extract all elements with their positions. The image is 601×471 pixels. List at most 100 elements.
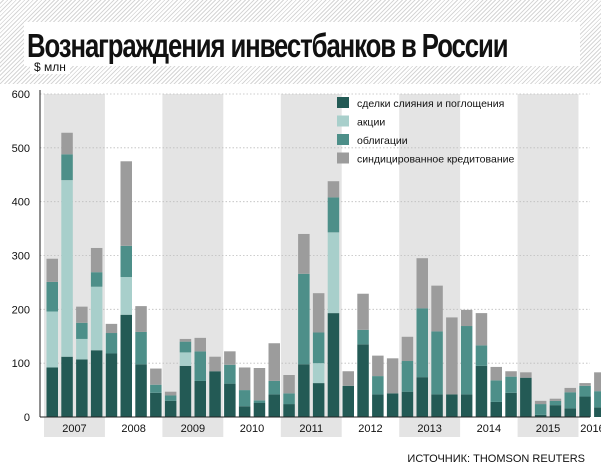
bar-loans-4: [105, 323, 118, 334]
x-tick-label-2007: 2007: [62, 423, 86, 435]
bar-bonds-13: [238, 390, 251, 407]
bar-bonds-15: [268, 380, 280, 395]
bar-equity-9: [179, 352, 192, 366]
bar-ma-3: [90, 350, 103, 417]
bar-ma-19: [327, 313, 340, 417]
bar-bonds-9: [179, 341, 192, 353]
bar-loans-1: [61, 132, 73, 155]
y-unit-label: $ млн: [30, 60, 70, 74]
bar-equity-3: [90, 286, 103, 351]
bar-bonds-30: [490, 380, 502, 402]
chart-title: Вознаграждения инвестбанков в России: [27, 27, 509, 64]
bar-bonds-0: [46, 281, 58, 312]
bar-loans-10: [194, 337, 206, 352]
bar-bonds-29: [475, 345, 488, 366]
bar-loans-31: [505, 371, 517, 377]
bar-bonds-22: [372, 376, 384, 395]
bar-bonds-28: [460, 326, 473, 395]
bar-bonds-26: [431, 331, 443, 395]
bar-loans-12: [224, 351, 236, 365]
bar-loans-24: [401, 336, 414, 362]
bar-bonds-7: [150, 384, 162, 393]
bar-equity-1: [61, 180, 73, 357]
bar-bonds-1: [61, 154, 73, 181]
bar-ma-24: [401, 391, 414, 417]
bar-loans-15: [268, 343, 280, 381]
bar-bonds-21: [357, 329, 369, 345]
bar-loans-18: [312, 293, 325, 333]
bar-bonds-35: [564, 392, 576, 409]
bar-loans-14: [253, 368, 266, 401]
bar-loans-11: [209, 356, 221, 372]
x-tick-label-2008: 2008: [121, 423, 145, 435]
bar-bonds-6: [135, 331, 147, 365]
bar-ma-14: [253, 403, 266, 417]
bar-loans-6: [135, 306, 147, 332]
bar-ma-36: [579, 396, 591, 417]
bar-bonds-3: [90, 272, 103, 287]
bar-ma-5: [120, 314, 132, 417]
source-note: ИСТОЧНИК: THOMSON REUTERS: [407, 453, 585, 465]
bar-bonds-10: [194, 351, 206, 381]
bar-loans-17: [298, 233, 310, 274]
legend-swatch-equity: [337, 115, 349, 127]
y-tick-label-0: 0: [24, 412, 30, 424]
bar-ma-27: [446, 394, 458, 417]
bar-ma-13: [238, 406, 251, 417]
x-tick-label-2016: 2016: [580, 423, 601, 435]
x-tick-label-2011: 2011: [299, 423, 323, 435]
bar-ma-30: [490, 401, 502, 417]
bar-bonds-34: [549, 400, 562, 406]
bar-loans-29: [475, 313, 488, 346]
bars: [46, 132, 601, 417]
bar-loans-5: [120, 161, 132, 246]
bar-bonds-12: [224, 364, 236, 384]
bar-loans-32: [520, 372, 532, 378]
bar-loans-22: [372, 355, 384, 377]
y-axis: 0 100 200 300 400 500 600: [12, 89, 590, 424]
bar-loans-26: [431, 285, 443, 332]
bar-bonds-8: [164, 395, 177, 401]
bar-bonds-37: [594, 391, 601, 408]
x-tick-label-2014: 2014: [477, 423, 501, 435]
bar-loans-25: [416, 258, 428, 309]
bar-bonds-2: [76, 322, 88, 339]
bar-loans-20: [342, 371, 354, 386]
bar-ma-33: [534, 414, 547, 417]
bar-loans-21: [357, 293, 369, 330]
bar-ma-20: [342, 385, 354, 417]
bar-loans-13: [238, 367, 251, 391]
y-tick-label-400: 400: [12, 197, 30, 209]
bar-ma-35: [564, 408, 576, 417]
bar-bonds-31: [505, 376, 517, 393]
bar-loans-35: [564, 387, 576, 393]
bar-bonds-5: [120, 245, 132, 278]
bar-ma-28: [460, 394, 473, 417]
bar-ma-1: [61, 356, 73, 417]
bar-ma-37: [594, 407, 601, 417]
legend-label-equity: акции: [357, 117, 385, 129]
y-tick-label-100: 100: [12, 358, 30, 370]
bar-equity-0: [46, 311, 58, 368]
legend-label-ma: сделки слияния и поглощения: [357, 98, 504, 110]
bar-equity-19: [327, 232, 340, 314]
bar-ma-9: [179, 365, 192, 417]
bar-ma-4: [105, 353, 118, 417]
bar-ma-8: [164, 400, 177, 417]
bar-ma-22: [372, 394, 384, 417]
legend: сделки слияния и поглощения акции облигаци…: [337, 97, 514, 166]
bar-ma-0: [46, 367, 58, 417]
bar-loans-27: [446, 317, 458, 395]
bar-ma-15: [268, 394, 280, 417]
bar-loans-23: [386, 358, 399, 394]
legend-swatch-loans: [337, 152, 349, 164]
bar-ma-16: [283, 404, 295, 417]
bar-ma-2: [76, 359, 88, 417]
bar-bonds-18: [312, 332, 325, 364]
legend-swatch-bonds: [337, 134, 349, 145]
bar-ma-17: [298, 364, 310, 417]
bar-loans-9: [179, 338, 192, 342]
bar-ma-34: [549, 405, 562, 417]
